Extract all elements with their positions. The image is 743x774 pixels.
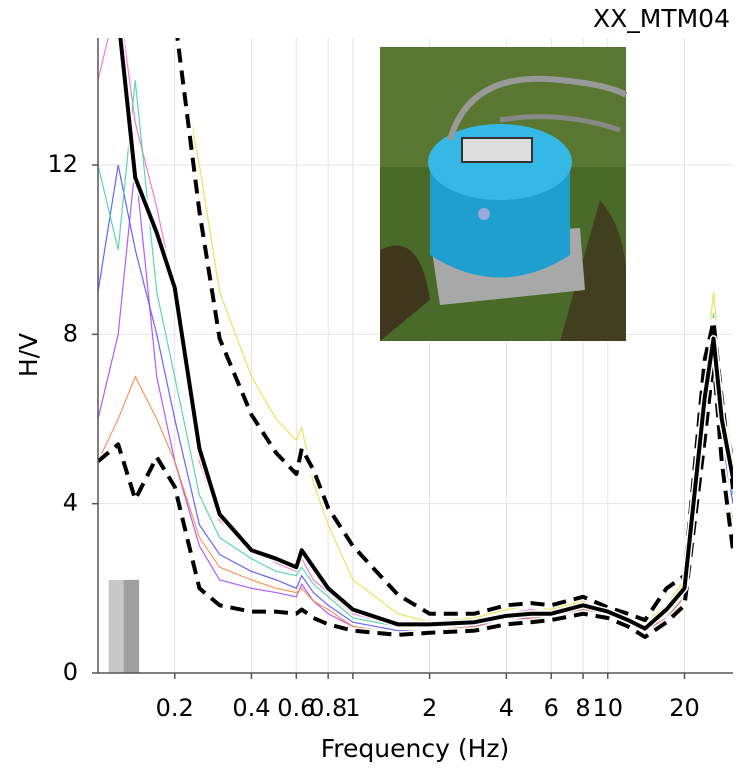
y-tick-label: 4 bbox=[63, 489, 78, 517]
mean-curve bbox=[118, 38, 733, 631]
x-tick-label: 10 bbox=[592, 694, 623, 722]
plot-area bbox=[98, 38, 733, 673]
photo-soil bbox=[380, 245, 430, 341]
axes bbox=[92, 38, 733, 679]
photo-cable bbox=[447, 75, 628, 141]
x-tick-label: 6 bbox=[544, 694, 559, 722]
sensor-photo bbox=[380, 47, 628, 341]
x-axis-title: Frequency (Hz) bbox=[321, 734, 510, 763]
x-tick-label: 0.2 bbox=[156, 694, 194, 722]
x-tick-label: 8 bbox=[575, 694, 590, 722]
photo-level bbox=[478, 208, 490, 220]
frequency-band bbox=[123, 579, 140, 673]
x-tick-label: 0.4 bbox=[232, 694, 270, 722]
x-tick-label: 0.8 bbox=[309, 694, 347, 722]
frequency-band bbox=[108, 579, 124, 673]
x-tick-label: 4 bbox=[499, 694, 514, 722]
std-curve bbox=[175, 38, 733, 623]
y-axis-title: H/V bbox=[14, 333, 43, 377]
x-tick-label: 20 bbox=[669, 694, 700, 722]
y-tick-label: 12 bbox=[47, 150, 78, 178]
y-tick-label: 0 bbox=[63, 658, 78, 686]
x-tick-label: 1 bbox=[345, 694, 360, 722]
y-tick-label: 8 bbox=[63, 319, 78, 347]
photo-connector bbox=[461, 137, 533, 163]
x-tick-label: 2 bbox=[422, 694, 437, 722]
photo-cable bbox=[499, 114, 621, 133]
chart-title: XX_MTM04 bbox=[593, 4, 730, 33]
std-curve bbox=[98, 357, 733, 640]
x-tick-label: 0.6 bbox=[277, 694, 315, 722]
photo-soil bbox=[560, 200, 626, 341]
photo-sensor-body bbox=[430, 170, 570, 278]
